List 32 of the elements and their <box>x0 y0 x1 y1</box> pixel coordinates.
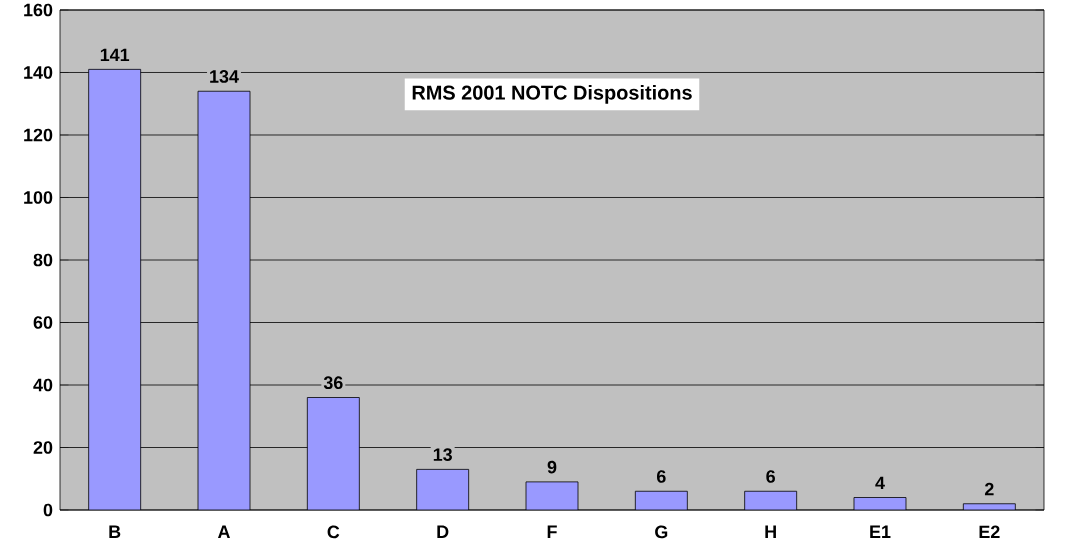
x-tick-label: C <box>327 525 340 539</box>
x-tick-label: D <box>437 525 449 538</box>
x-tick-label: B <box>109 525 121 538</box>
bar <box>416 468 470 510</box>
x-tick-label: H <box>765 525 776 538</box>
data-label: 6 <box>766 470 775 483</box>
bar <box>197 90 251 510</box>
data-label: 141 <box>100 48 130 61</box>
data-label: 2 <box>984 482 994 496</box>
data-label: 36 <box>323 376 343 390</box>
y-tick-label: 160 <box>24 3 53 17</box>
x-tick-label: F <box>547 525 557 538</box>
data-label: 9 <box>547 460 557 474</box>
y-tick-label: 80 <box>33 253 53 267</box>
y-tick-label: 0 <box>43 503 53 517</box>
y-tick-label: 60 <box>33 316 53 329</box>
x-tick-label: E1 <box>870 525 891 538</box>
data-label: 13 <box>433 448 452 461</box>
x-tick-label: G <box>655 525 668 539</box>
y-tick-label: 40 <box>33 378 53 392</box>
y-tick-label: 20 <box>33 441 53 454</box>
data-label: 6 <box>657 470 666 483</box>
text: RMS 2001 NOTC Dispositions <box>412 85 692 104</box>
data-label: 134 <box>210 70 239 83</box>
bar <box>306 397 360 510</box>
y-tick-label: 120 <box>24 128 53 142</box>
y-tick-label: 100 <box>24 191 53 204</box>
data-label: 4 <box>875 476 885 490</box>
bar <box>88 68 142 510</box>
x-tick-label: E2 <box>979 525 1000 539</box>
x-tick-label: A <box>217 525 230 538</box>
y-tick-label: 140 <box>24 66 53 79</box>
